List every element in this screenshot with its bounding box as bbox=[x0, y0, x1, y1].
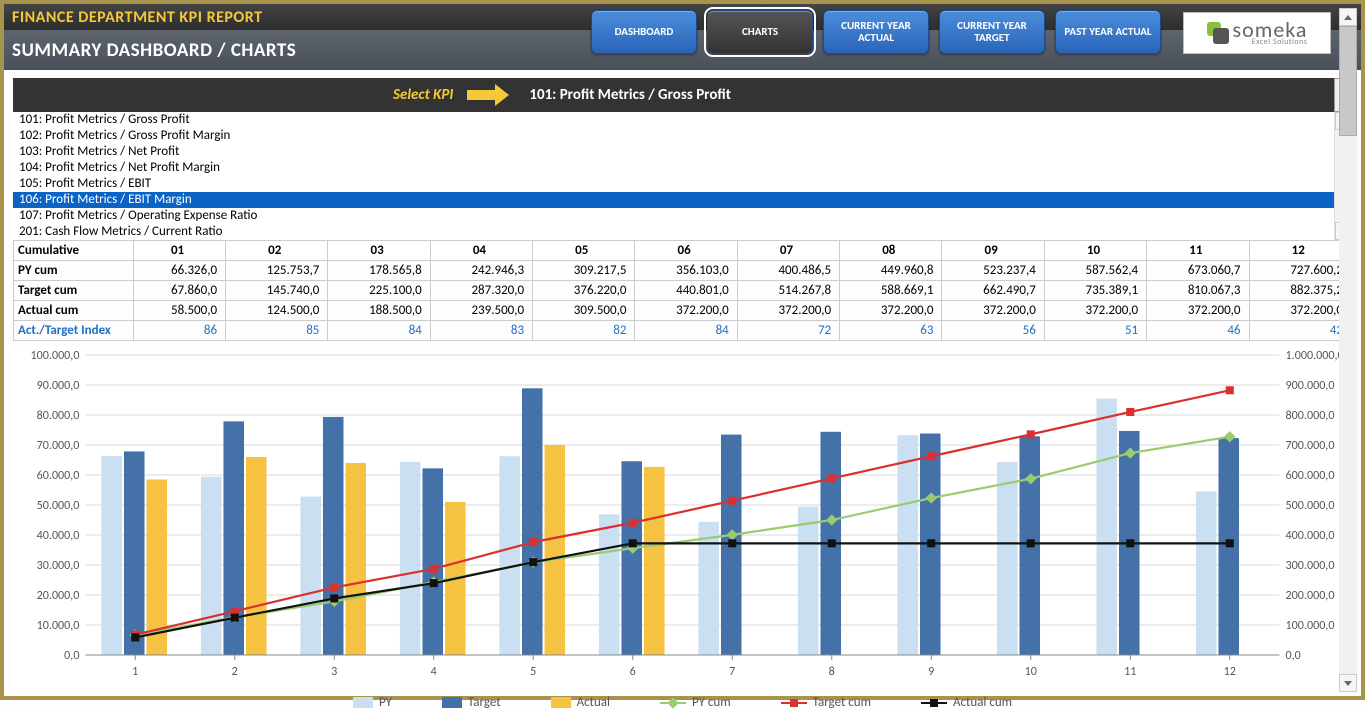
svg-text:100.000,0: 100.000,0 bbox=[1286, 619, 1335, 633]
svg-text:400.000,0: 400.000,0 bbox=[1286, 529, 1335, 543]
scroll-thumb[interactable] bbox=[1339, 26, 1357, 136]
kpi-listbox[interactable]: 101: Profit Metrics / Gross Profit102: P… bbox=[13, 112, 1352, 240]
kpi-list-item[interactable]: 106: Profit Metrics / EBIT Margin bbox=[13, 192, 1352, 208]
svg-text:50.000,0: 50.000,0 bbox=[37, 499, 80, 513]
svg-text:4: 4 bbox=[431, 665, 437, 679]
svg-text:200.000,0: 200.000,0 bbox=[1286, 589, 1335, 603]
svg-text:5: 5 bbox=[530, 665, 536, 679]
svg-text:300.000,0: 300.000,0 bbox=[1286, 559, 1335, 573]
svg-text:10.000,0: 10.000,0 bbox=[37, 619, 80, 633]
svg-text:3: 3 bbox=[331, 665, 337, 679]
chart-legend: PY Target Actual PY cum Target cum Actua… bbox=[4, 695, 1361, 710]
arrow-right-icon bbox=[467, 84, 509, 106]
nav-cy-target[interactable]: CURRENT YEAR TARGET bbox=[939, 10, 1045, 54]
legend-py: PY bbox=[353, 695, 392, 710]
logo-text: someka Excel Solutions bbox=[1233, 20, 1308, 47]
svg-text:10: 10 bbox=[1025, 665, 1037, 679]
kpi-list-item[interactable]: 105: Profit Metrics / EBIT bbox=[13, 176, 1352, 192]
kpi-list-item[interactable]: 103: Profit Metrics / Net Profit bbox=[13, 144, 1352, 160]
nav-dashboard[interactable]: DASHBOARD bbox=[591, 10, 697, 54]
svg-text:500.000,0: 500.000,0 bbox=[1286, 499, 1335, 513]
kpi-list-item[interactable]: 201: Cash Flow Metrics / Current Ratio bbox=[13, 224, 1352, 240]
kpi-list-item[interactable]: 101: Profit Metrics / Gross Profit bbox=[13, 112, 1352, 128]
logo-icon bbox=[1207, 22, 1229, 44]
svg-text:60.000,0: 60.000,0 bbox=[37, 469, 80, 483]
svg-text:80.000,0: 80.000,0 bbox=[37, 409, 80, 423]
svg-text:90.000,0: 90.000,0 bbox=[37, 379, 80, 393]
legend-actual-cum: Actual cum bbox=[921, 695, 1012, 710]
cumulative-table: Cumulative010203040506070809101112PY cum… bbox=[13, 240, 1352, 341]
scroll-down-icon[interactable] bbox=[1339, 674, 1357, 692]
kpi-list-item[interactable]: 102: Profit Metrics / Gross Profit Margi… bbox=[13, 128, 1352, 144]
svg-text:11: 11 bbox=[1124, 665, 1136, 679]
selector-value: 101: Profit Metrics / Gross Profit bbox=[529, 86, 731, 104]
legend-target: Target bbox=[442, 695, 501, 710]
svg-text:40.000,0: 40.000,0 bbox=[37, 529, 80, 543]
nav-cy-actual[interactable]: CURRENT YEAR ACTUAL bbox=[823, 10, 929, 54]
report-title: FINANCE DEPARTMENT KPI REPORT bbox=[12, 8, 263, 27]
nav-py-actual[interactable]: PAST YEAR ACTUAL bbox=[1055, 10, 1161, 54]
svg-text:30.000,0: 30.000,0 bbox=[37, 559, 80, 573]
svg-text:800.000,0: 800.000,0 bbox=[1286, 409, 1335, 423]
svg-text:1.000.000,0: 1.000.000,0 bbox=[1286, 349, 1344, 363]
svg-text:7: 7 bbox=[729, 665, 735, 679]
page-title: SUMMARY DASHBOARD / CHARTS bbox=[12, 39, 296, 62]
kpi-list-item[interactable]: 104: Profit Metrics / Net Profit Margin bbox=[13, 160, 1352, 176]
brand-logo: someka Excel Solutions bbox=[1183, 12, 1331, 54]
svg-text:9: 9 bbox=[928, 665, 934, 679]
svg-text:12: 12 bbox=[1224, 665, 1236, 679]
legend-py-cum: PY cum bbox=[660, 695, 731, 710]
kpi-selector-bar: Select KPI 101: Profit Metrics / Gross P… bbox=[13, 78, 1352, 112]
nav-charts[interactable]: CHARTS bbox=[707, 10, 813, 54]
svg-text:1: 1 bbox=[132, 665, 138, 679]
svg-text:0,0: 0,0 bbox=[64, 649, 79, 663]
kpi-list-item[interactable]: 107: Profit Metrics / Operating Expense … bbox=[13, 208, 1352, 224]
svg-text:6: 6 bbox=[630, 665, 636, 679]
svg-text:20.000,0: 20.000,0 bbox=[37, 589, 80, 603]
kpi-chart: 0,0 0,0 10.000,0 100.000,0 20.000,0 200.000,0… bbox=[13, 345, 1352, 693]
svg-text:900.000,0: 900.000,0 bbox=[1286, 379, 1335, 393]
svg-text:2: 2 bbox=[232, 665, 238, 679]
worksheet-scrollbar[interactable] bbox=[1339, 8, 1357, 692]
svg-text:70.000,0: 70.000,0 bbox=[37, 439, 80, 453]
svg-text:0,0: 0,0 bbox=[1286, 649, 1301, 663]
svg-text:8: 8 bbox=[829, 665, 835, 679]
legend-target-cum: Target cum bbox=[781, 695, 871, 710]
nav-buttons: DASHBOARD CHARTS CURRENT YEAR ACTUAL CUR… bbox=[591, 10, 1161, 54]
legend-actual: Actual bbox=[551, 695, 610, 710]
scroll-up-icon[interactable] bbox=[1339, 8, 1357, 26]
svg-text:700.000,0: 700.000,0 bbox=[1286, 439, 1335, 453]
svg-text:100.000,0: 100.000,0 bbox=[31, 349, 80, 363]
svg-text:600.000,0: 600.000,0 bbox=[1286, 469, 1335, 483]
selector-label: Select KPI bbox=[393, 86, 453, 104]
